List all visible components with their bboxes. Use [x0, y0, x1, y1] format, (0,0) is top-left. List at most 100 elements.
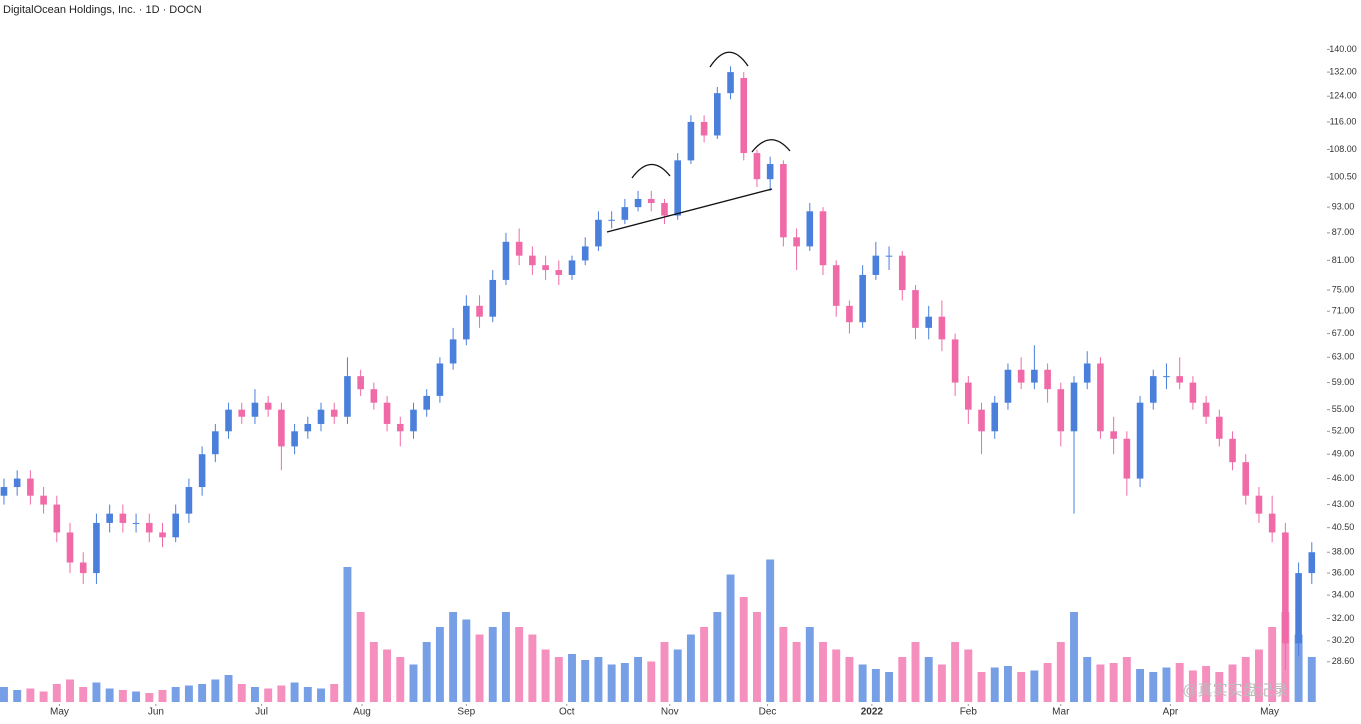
candle-body: [819, 211, 827, 266]
candle-body: [846, 305, 853, 323]
volume-bar: [52, 684, 61, 702]
right-shoulder-arc: [751, 139, 791, 153]
volume-bar: [990, 667, 999, 702]
volume-bar: [871, 669, 880, 702]
volume-bar: [501, 612, 510, 702]
candle-body: [687, 121, 695, 161]
candle-body: [1017, 369, 1025, 383]
volume-bar: [1215, 672, 1224, 702]
volume-bar: [1307, 657, 1316, 702]
volume-bar: [118, 690, 127, 702]
volume-bar: [977, 672, 986, 702]
volume-bar: [1188, 670, 1197, 702]
candle-body: [1097, 363, 1104, 432]
candle-body: [647, 198, 655, 204]
candle-body: [410, 409, 417, 432]
candle-body: [1202, 402, 1210, 417]
candle-body: [119, 513, 127, 523]
candle-body: [132, 522, 140, 524]
volume-bar: [1122, 657, 1131, 702]
volume-bar: [290, 682, 299, 702]
candle-body: [1308, 552, 1316, 574]
volume-bar: [1003, 666, 1012, 702]
volume-bar: [1175, 663, 1184, 702]
y-tick-label: 100.50: [1329, 172, 1357, 182]
volume-bar: [634, 657, 643, 702]
volume-bar: [1109, 663, 1118, 702]
candle-body: [1110, 431, 1117, 439]
volume-bar: [885, 672, 894, 702]
candle-body: [212, 431, 219, 455]
volume-bar: [673, 649, 682, 702]
volume-bar: [13, 690, 22, 702]
candle-body: [529, 255, 536, 266]
volume-bar: [277, 685, 286, 702]
volume-bar: [198, 684, 207, 702]
volume-bar: [1030, 670, 1039, 702]
volume-bar: [317, 688, 325, 702]
candle-body: [185, 487, 193, 514]
volume-bar: [951, 642, 960, 702]
volume-bar: [475, 634, 484, 702]
y-tick-label: 36.00: [1332, 567, 1355, 577]
volume-bar: [911, 642, 920, 702]
candle-body: [40, 495, 47, 505]
candle-body: [172, 513, 180, 538]
candle-body: [396, 423, 404, 432]
volume-bar: [845, 657, 854, 702]
candle-body: [1295, 573, 1302, 644]
candle-body: [423, 395, 430, 410]
y-tick-label: 30.20: [1332, 635, 1355, 645]
volume-bar: [964, 649, 973, 702]
volume-bar: [237, 684, 246, 702]
volume-bar: [171, 687, 180, 702]
candle-body: [1255, 495, 1263, 514]
candle-body: [304, 423, 312, 432]
volume-bar: [132, 691, 141, 702]
candle-body: [1044, 369, 1051, 390]
volume-bar: [607, 664, 616, 702]
watermark: @真实实盘记录: [1182, 681, 1287, 699]
left-shoulder-arc: [631, 163, 671, 179]
volume-bar: [145, 693, 154, 702]
volume-bar: [739, 597, 748, 702]
volume-bar: [66, 679, 74, 702]
volume-bar: [369, 642, 378, 702]
candle-body: [568, 260, 576, 275]
candle-body: [595, 219, 602, 247]
candle-body: [357, 376, 364, 390]
candle-body: [449, 339, 457, 364]
y-tick-label: 75.00: [1332, 284, 1355, 294]
price-layer: [0, 66, 1316, 670]
y-tick-label: 71.00: [1332, 306, 1355, 316]
volume-bar: [924, 657, 933, 702]
volume-bar: [26, 688, 35, 702]
candle-body: [621, 207, 629, 220]
volume-layer: [0, 559, 1316, 702]
candle-body: [832, 265, 840, 306]
volume-bar: [158, 690, 167, 702]
volume-bar: [409, 664, 418, 702]
y-tick-label: 87.00: [1332, 227, 1355, 237]
volume-bar: [105, 688, 114, 702]
neckline: [606, 188, 773, 233]
x-tick-label: May: [50, 707, 69, 718]
volume-bar: [92, 682, 101, 702]
volume-bar: [184, 685, 193, 702]
candle-body: [79, 562, 87, 574]
candle-body: [13, 478, 21, 488]
volume-bar: [779, 627, 788, 702]
chart-title: DigitalOcean Holdings, Inc. · 1D · DOCN: [3, 4, 202, 16]
x-tick-label: Mar: [1052, 707, 1070, 718]
x-tick-label: 2022: [861, 707, 884, 718]
candle-body: [278, 409, 285, 447]
y-tick-label: 32.00: [1332, 613, 1355, 623]
volume-bar: [792, 642, 801, 702]
volume-bar: [356, 612, 365, 702]
y-tick-label: 49.00: [1332, 449, 1355, 459]
candle-body: [1136, 402, 1144, 479]
candle-body: [727, 72, 734, 94]
volume-bar: [435, 627, 444, 702]
y-tick-label: 132.00: [1329, 66, 1357, 76]
candle-body: [1057, 389, 1065, 432]
